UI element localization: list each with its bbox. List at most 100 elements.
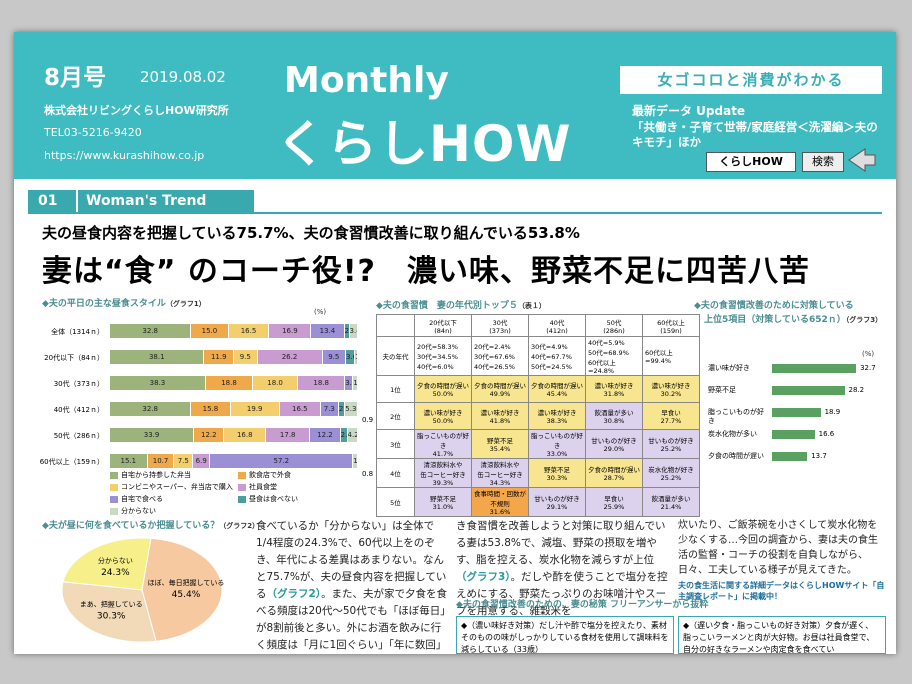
graph1-segment: 15.0 [191, 324, 229, 338]
table-cell: 清涼飲料水や 缶コーヒー好き 39.3% [414, 458, 472, 488]
table-row-label: 2位 [376, 402, 415, 430]
graph1-tag: （グラフ1） [165, 300, 206, 308]
graph3-bar-value: 13.7 [811, 452, 827, 460]
article-headline: 妻は“食” のコーチ役!? 濃い味、野菜不足に四苦八苦 [42, 254, 810, 289]
masthead: 8月号 2019.08.02 株式会社リビングくらしHOW研究所 TEL03-5… [14, 32, 896, 179]
table-cell: 飲酒量が多い 21.4% [642, 487, 700, 517]
graph1-row-label: 50代（286ｎ） [53, 432, 104, 440]
graph1-segment: 16.5 [228, 324, 270, 338]
graph1-segment: 9.5 [322, 350, 347, 364]
table1: 20代以下 (84n) 30代 (373n) 40代 (412n) 50代 (286n… [376, 314, 700, 517]
table-row: 2位 濃い味が好き 50.0% 濃い味が好き 41.8% 濃い味が好き 38.3% 飲酒… [376, 402, 700, 430]
pie-slice [62, 537, 152, 591]
table-cell: 濃い味が好き 30.2% [642, 375, 700, 403]
graph3-bar [772, 452, 808, 461]
pie-slice [61, 581, 157, 643]
graph3-tag: （グラフ3） [845, 316, 883, 324]
graph1-segment: 57.2 [210, 454, 354, 468]
table-cell: 濃い味が好き 41.8% [471, 402, 529, 430]
graph3-bar-value: 28.2 [848, 386, 865, 394]
graph1-legend-item: コンビニやスーパー、弁当店で購入 [110, 482, 233, 492]
graph3-chart: 濃い味が好き 32.7 野菜不足 28.2 脂っこいものが好き 18.9 炭水化物が多い 16… [700, 350, 890, 480]
table-cell: 早食い 25.9% [585, 487, 643, 517]
graph3-bar-value: 32.7 [860, 364, 876, 372]
legend-swatch [110, 471, 118, 479]
graph1-segment: 19.9 [230, 402, 280, 416]
table-cell: 夕食の時間が遅い 50.0% [414, 375, 472, 403]
graph1-unit: (%) [314, 308, 327, 316]
pie-slice-label: まあ、把握している [80, 599, 143, 608]
graph1-segment: 16.5 [279, 402, 321, 416]
table-cell: 60代以上=99.4% [642, 336, 700, 376]
table-cell: 甘いものが好き 25.2% [642, 429, 700, 459]
graph1-segment: 2.0 [344, 324, 350, 338]
legend-label: 社員食堂 [249, 483, 277, 491]
legend-label: 分からない [121, 507, 156, 515]
graph1-segment: 7.5 [174, 454, 194, 468]
graph1-segment: 38.3 [110, 376, 206, 390]
graph1-segment: 32.8 [110, 402, 192, 416]
graph3-bar [772, 364, 857, 373]
graph1-segment: 18.0 [253, 376, 299, 390]
graph1-segment: 16.9 [269, 324, 312, 338]
graph1-legend-item: 社員食堂 [238, 482, 277, 492]
table-cell: 脂っこいものが好き 33.0% [528, 429, 586, 459]
table-row-label: 1位 [376, 375, 415, 403]
graph3-bar [772, 430, 815, 439]
graph1-segment: 3.2 [345, 376, 354, 390]
update-body: 「共働き・子育て世帯/家庭経営＜洗濯編＞夫のキモチ」ほか [632, 120, 878, 149]
graph2-title: ◆夫が昼に何を食べているか把握している？（グラフ2） [42, 518, 259, 531]
company-name: 株式会社リビングくらしHOW研究所 [44, 104, 229, 117]
graph1-legend-item: 昼食は食べない [238, 494, 298, 504]
table-row: 夫の年代 20代=58.3% 30代=34.5% 40代=6.0% 20代=2.4%… [376, 336, 700, 376]
body-col1: 食べているか「分からない」は全体で1/4程度の24.3%で、60代以上をのぞき、… [256, 518, 448, 654]
table-cell: 清涼飲料水や 缶コーヒー好き 34.3% [471, 458, 529, 488]
graph1-row-label: 30代（373ｎ） [53, 380, 104, 388]
table-cell: 野菜不足 35.4% [471, 429, 529, 459]
graph1-extra-label: 0.8 [362, 470, 374, 478]
graph1-segment: 12.2 [310, 428, 341, 442]
graph1-row-label: 全体（1314ｎ） [51, 328, 104, 336]
table-row: 20代以下 (84n) 30代 (373n) 40代 (412n) 50代 (286n… [376, 314, 700, 337]
company-url[interactable]: https://www.kurashihow.co.jp [44, 149, 205, 162]
table-corner [376, 314, 415, 337]
graph1-segment: 9.5 [233, 350, 258, 364]
graph1-segment: 17.8 [266, 428, 311, 442]
graph1-segment: 5.3 [344, 402, 358, 416]
graph3-unit: (%) [862, 350, 875, 358]
issue-label: 8月号 [44, 65, 107, 91]
graph1-extra-label: 0.9 [362, 416, 374, 424]
graph1-segment: 15.8 [191, 402, 231, 416]
graph1-row-label: 20代以下（84ｎ） [44, 354, 104, 362]
graph1-title-text: ◆夫の平日の主な昼食スタイル [42, 299, 166, 309]
graph1-segment: 3.4 [349, 324, 358, 338]
table-cell: 早食い 27.7% [642, 402, 700, 430]
search-button[interactable]: 検索 [802, 152, 844, 172]
graph1-segment: 10.7 [147, 454, 175, 468]
graph1-segment: 2.8 [340, 428, 348, 442]
table-row: 3位 脂っこいものが好き 41.7% 野菜不足 35.4% 脂っこいものが好き 33.… [376, 429, 700, 459]
pie-slice-value: 24.3% [101, 568, 130, 578]
graph1-segment: 38.1 [110, 350, 205, 364]
graph1-segment: 26.2 [257, 350, 323, 364]
brand-logo: くらしHOW [276, 115, 572, 173]
kurashihow-search-box[interactable]: くらしHOW [706, 152, 796, 172]
section-label: 01 Woman's Trend [28, 190, 254, 212]
body-col1-a: 食べているか「分からない」は全体で1/4程度の24.3%で、60代以上をのぞき、… [256, 520, 447, 600]
graph1-bar-row: 32.815.016.516.913.42.03.4 [110, 324, 358, 338]
graph1-segment: 18.8 [298, 376, 346, 390]
graph1-segment: 18.8 [205, 376, 254, 390]
graph3-bar-label: 野菜不足 [708, 386, 736, 394]
table-row-label: 夫の年代 [376, 336, 415, 376]
update-title: 最新データ Update [632, 104, 746, 118]
graph1-segment: 6.9 [193, 454, 211, 468]
graph1-legend-item: 飲食店で外食 [238, 470, 291, 480]
pie-slice-label: 分からない [98, 556, 133, 565]
table-row-label: 3位 [376, 429, 415, 459]
body-col3: 炊いたり、ご飯茶碗を小さくして炭水化物を少なくする…今回の調査から、妻は夫の食生… [678, 520, 878, 576]
graph2-tag: （グラフ2） [219, 522, 260, 530]
graph1-bar-row: 38.111.99.526.29.53.61.2 [110, 350, 358, 364]
graph3-bar [772, 386, 845, 395]
graph1-chart: 全体（1314ｎ） 32.815.016.516.913.42.03.4 20代以下… [14, 320, 374, 510]
table-header-cell: 50代 (286n) [585, 314, 643, 337]
